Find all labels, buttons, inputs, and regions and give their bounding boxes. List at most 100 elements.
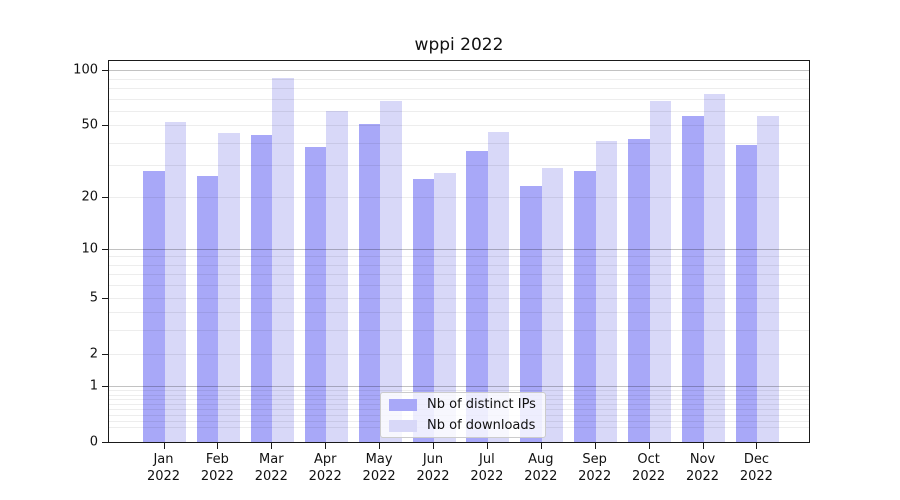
- x-tick-year: 2022: [254, 469, 288, 484]
- legend-swatch-distinct-ips: [389, 398, 417, 411]
- x-tick-year: 2022: [416, 469, 450, 484]
- x-tick-month: Sep: [582, 452, 607, 467]
- gridline-minor: [109, 312, 809, 314]
- x-tick-year: 2022: [524, 469, 558, 484]
- legend-entry-downloads: Nb of downloads: [381, 417, 545, 434]
- x-tick-year: 2022: [362, 469, 396, 484]
- x-tick-month: Mar: [259, 452, 284, 467]
- bar-downloads-jul: [487, 131, 510, 442]
- x-tick-year: 2022: [146, 469, 181, 484]
- bar-distinct-ips-feb: [196, 176, 219, 442]
- x-tick-month: Feb: [205, 452, 229, 467]
- gridline-major: [109, 248, 809, 250]
- x-tick: [163, 443, 165, 449]
- x-tick-month: May: [365, 452, 393, 467]
- x-tick-month: Apr: [313, 452, 337, 467]
- plot-area: Nb of distinct IPs Nb of downloads: [108, 60, 810, 443]
- legend-swatch-downloads: [389, 419, 417, 432]
- gridline-minor: [109, 353, 809, 355]
- y-tick-label: 100: [73, 62, 98, 78]
- bar-distinct-ips-sep: [574, 170, 596, 442]
- y-tick: [102, 386, 108, 388]
- gridline-minor: [109, 142, 809, 144]
- bar-distinct-ips-mar: [250, 135, 273, 442]
- x-tick: [594, 443, 596, 449]
- y-tick-label: 1: [89, 378, 98, 394]
- x-tick-year: 2022: [632, 469, 666, 484]
- y-tick-label: 50: [81, 117, 98, 133]
- bar-downloads-dec: [757, 116, 779, 442]
- bar-downloads-nov: [703, 94, 725, 442]
- gridline-minor: [109, 165, 809, 167]
- bar-distinct-ips-jun: [412, 179, 434, 442]
- legend-label-distinct-ips: Nb of distinct IPs: [427, 397, 536, 412]
- gridline-minor: [109, 78, 809, 80]
- y-tick: [102, 125, 108, 127]
- gridline-minor: [109, 264, 809, 266]
- bar-downloads-feb: [218, 133, 240, 442]
- bar-distinct-ips-dec: [735, 144, 758, 442]
- bar-distinct-ips-may: [358, 123, 381, 442]
- bars-layer: [109, 61, 809, 442]
- x-tick-label-mar: Mar 2022: [236, 451, 306, 485]
- y-tick-label: 2: [89, 346, 98, 361]
- bar-downloads-apr: [326, 110, 348, 442]
- x-tick-month: Jun: [422, 452, 444, 467]
- x-tick: [433, 443, 434, 449]
- x-tick-label-dec: Dec 2022: [721, 451, 791, 485]
- bar-downloads-may: [380, 100, 402, 442]
- y-tick: [102, 297, 108, 299]
- bar-distinct-ips-oct: [628, 138, 650, 442]
- bar-downloads-jan: [164, 122, 186, 442]
- gridline-minor: [109, 87, 809, 89]
- x-tick-label-apr: Apr 2022: [290, 451, 360, 485]
- gridline-major: [109, 386, 809, 388]
- x-tick-month: Oct: [637, 452, 660, 467]
- legend-label-downloads: Nb of downloads: [427, 418, 536, 433]
- gridline-major: [109, 70, 809, 71]
- x-tick: [756, 443, 758, 449]
- x-tick-label-feb: Feb 2022: [182, 451, 252, 485]
- y-tick: [102, 70, 108, 71]
- gridline-minor: [109, 285, 809, 287]
- bar-distinct-ips-jan: [143, 170, 165, 442]
- x-tick-year: 2022: [200, 469, 234, 484]
- grid-layer: [109, 61, 809, 442]
- y-tick: [102, 248, 108, 250]
- gridline-minor: [109, 110, 809, 112]
- bar-downloads-sep: [595, 140, 618, 442]
- bar-distinct-ips-jul: [466, 150, 488, 442]
- x-tick-label-oct: Oct 2022: [614, 451, 684, 485]
- y-tick-label: 10: [81, 241, 98, 257]
- gridline-minor: [109, 98, 809, 100]
- bar-downloads-mar: [272, 78, 294, 442]
- x-tick: [702, 443, 704, 449]
- x-tick: [217, 443, 219, 449]
- x-tick-label-nov: Nov 2022: [668, 451, 738, 485]
- x-tick-month: Dec: [743, 452, 769, 467]
- x-tick: [486, 443, 488, 449]
- x-tick: [540, 443, 542, 449]
- x-tick-month: Jan: [153, 452, 174, 467]
- x-tick-label-aug: Aug 2022: [506, 451, 576, 485]
- gridline-minor: [109, 297, 809, 299]
- y-tick: [102, 196, 108, 198]
- y-tick-label: 20: [81, 189, 98, 205]
- x-tick-month: Nov: [689, 452, 716, 467]
- x-tick-month: Jul: [479, 452, 495, 467]
- x-tick: [379, 443, 381, 449]
- y-tick-label: 0: [89, 434, 98, 450]
- gridline-minor: [109, 196, 809, 198]
- gridline-minor: [109, 274, 809, 276]
- bar-downloads-oct: [649, 100, 672, 442]
- x-tick-year: 2022: [685, 469, 720, 484]
- x-tick-year: 2022: [739, 469, 773, 484]
- legend: Nb of distinct IPs Nb of downloads: [380, 392, 546, 438]
- x-tick-month: Aug: [528, 452, 554, 467]
- y-tick: [102, 442, 108, 443]
- bar-downloads-jun: [434, 173, 456, 442]
- chart-title: wppi 2022: [414, 35, 504, 55]
- x-tick: [271, 443, 273, 449]
- bar-distinct-ips-apr: [304, 146, 327, 442]
